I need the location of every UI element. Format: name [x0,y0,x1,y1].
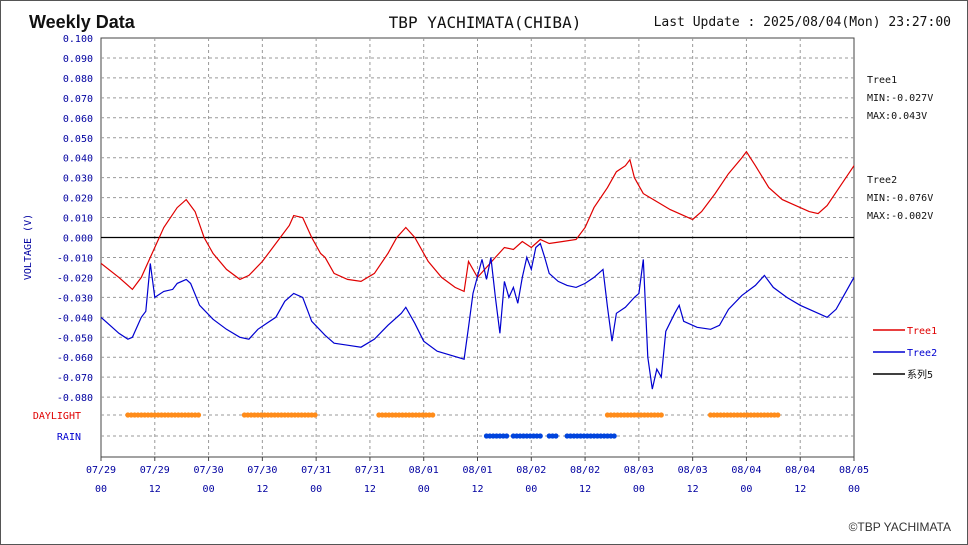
indicator-dot [195,412,202,418]
x-tick-hour: 12 [579,484,591,495]
x-tick-date: 08/01 [462,465,492,476]
x-tick-date: 07/31 [301,465,331,476]
y-tick-label: -0.020 [57,273,93,284]
x-tick-hour: 00 [848,484,860,495]
x-tick-hour: 12 [256,484,268,495]
x-tick-hour: 00 [740,484,752,495]
y-tick-label: 0.000 [63,234,93,245]
x-tick-hour: 00 [203,484,215,495]
y-tick-label: 0.090 [63,54,93,65]
x-tick-date: 07/29 [86,465,116,476]
legend-label: Tree1 [907,326,937,337]
x-tick-hour: 12 [794,484,806,495]
stats-series-name: Tree2 [867,175,897,186]
stats-min: MIN:-0.027V [867,93,933,104]
x-tick-date: 08/01 [409,465,439,476]
x-tick-date: 08/03 [624,465,654,476]
y-tick-label: -0.060 [57,353,93,364]
y-tick-label: -0.080 [57,393,93,404]
y-tick-label: 0.050 [63,134,93,145]
indicator-dot [312,412,318,418]
series-line-tree1 [101,150,854,293]
x-tick-date: 08/03 [678,465,708,476]
x-tick-date: 07/30 [194,465,224,476]
x-tick-hour: 00 [633,484,645,495]
indicator-dot [553,433,559,439]
series-line-tree2 [101,242,854,390]
indicator-label: RAIN [57,432,81,443]
indicator-dot [430,412,436,418]
y-tick-label: 0.020 [63,194,93,205]
x-tick-hour: 00 [310,484,322,495]
x-tick-date: 07/29 [140,465,170,476]
indicator-dot [504,433,510,439]
y-axis-label: VOLTAGE (V) [23,214,34,280]
page-title: Weekly Data [29,12,135,32]
stats-max: MAX:0.043V [867,111,927,122]
y-tick-label: 0.030 [63,174,93,185]
legend-label: Tree2 [907,348,937,359]
x-tick-hour: 12 [471,484,483,495]
y-tick-label: 0.100 [63,34,93,45]
x-tick-date: 08/05 [839,465,869,476]
stats-series-name: Tree1 [867,75,897,86]
stats-max: MAX:-0.002V [867,211,933,222]
y-tick-label: -0.040 [57,313,93,324]
x-tick-hour: 00 [418,484,430,495]
y-tick-label: 0.010 [63,214,93,225]
x-tick-hour: 00 [525,484,537,495]
y-tick-label: 0.080 [63,74,93,85]
stats-min: MIN:-0.076V [867,193,933,204]
x-tick-date: 08/02 [570,465,600,476]
x-tick-date: 07/31 [355,465,385,476]
x-tick-hour: 12 [687,484,699,495]
y-tick-label: -0.010 [57,253,93,264]
y-tick-label: 0.040 [63,154,93,165]
x-tick-date: 07/30 [247,465,277,476]
x-tick-hour: 12 [149,484,161,495]
indicator-dot [611,433,617,439]
legend-label: 系列5 [907,368,933,381]
y-tick-label: -0.050 [57,333,93,344]
x-tick-date: 08/04 [785,465,815,476]
y-tick-label: 0.060 [63,114,93,125]
y-tick-label: 0.070 [63,94,93,105]
x-tick-date: 08/02 [516,465,546,476]
y-tick-label: -0.030 [57,293,93,304]
last-update: Last Update : 2025/08/04(Mon) 23:27:00 [653,15,951,30]
credit-text: ©TBP YACHIMATA [848,520,951,534]
indicator-dot [775,412,781,418]
x-tick-hour: 00 [95,484,107,495]
indicator-dot [537,433,543,439]
indicator-label: DAYLIGHT [33,411,81,422]
x-tick-hour: 12 [364,484,376,495]
indicator-dot [658,412,664,418]
x-tick-date: 08/04 [731,465,761,476]
y-tick-label: -0.070 [57,373,93,384]
